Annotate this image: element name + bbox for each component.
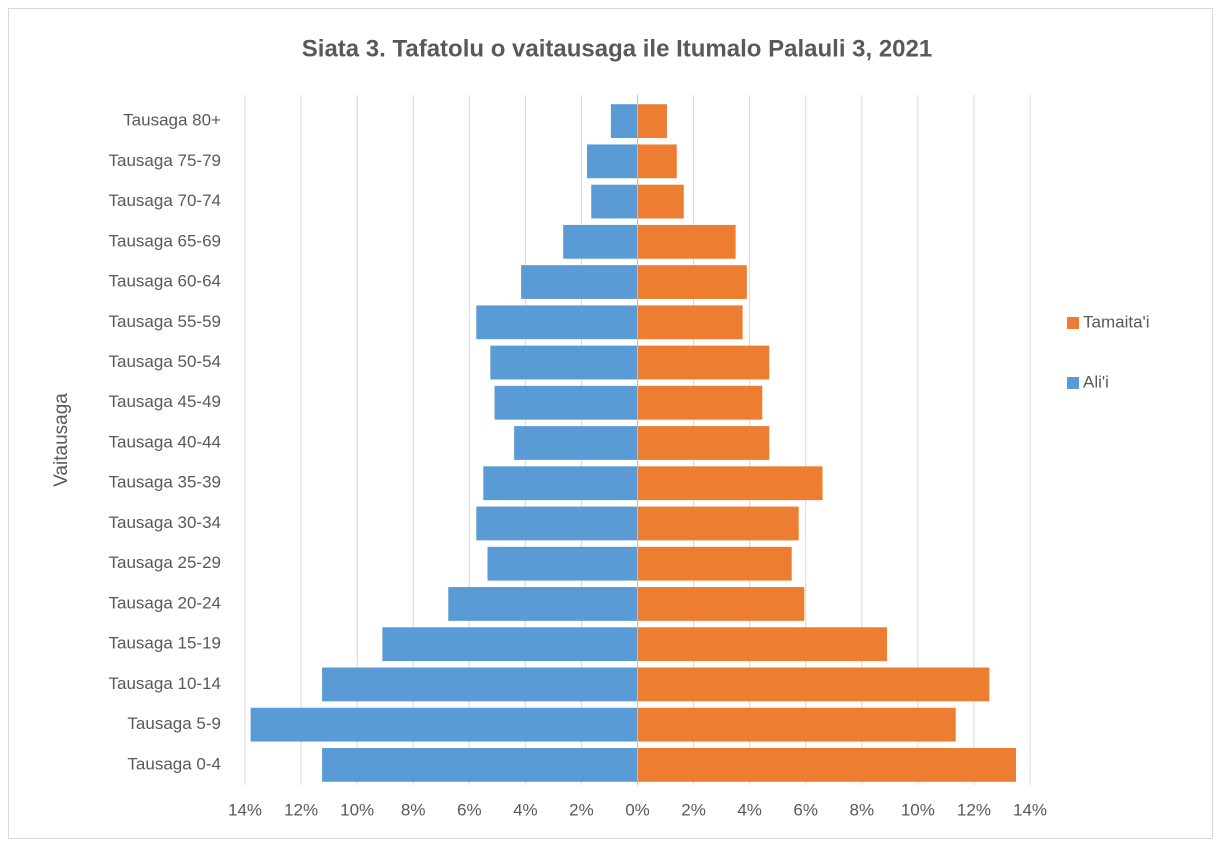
bar	[637, 747, 1016, 782]
y-tick-label: Tausaga 10-14	[109, 674, 221, 693]
bar	[637, 707, 956, 742]
bar	[563, 224, 638, 259]
bar	[637, 466, 823, 501]
bar	[637, 305, 743, 340]
bar	[483, 466, 638, 501]
bar	[637, 627, 888, 662]
x-tick-label: 12%	[284, 800, 318, 819]
bar	[487, 546, 638, 581]
y-tick-label: Tausaga 30-34	[109, 513, 221, 532]
x-tick-label: 8%	[849, 800, 874, 819]
bar	[637, 385, 763, 420]
legend-swatch	[1067, 317, 1079, 329]
bar	[637, 345, 770, 380]
y-tick-label: Tausaga 60-64	[109, 272, 221, 291]
bar	[490, 345, 638, 380]
bar	[587, 144, 638, 179]
legend-label: Tamaita'i	[1083, 312, 1150, 331]
bar	[637, 104, 667, 139]
x-tick-label: 6%	[793, 800, 818, 819]
bar	[494, 385, 638, 420]
y-tick-label: Tausaga 15-19	[109, 634, 221, 653]
x-tick-label: 14%	[1013, 800, 1047, 819]
x-tick-label: 4%	[737, 800, 762, 819]
bar	[637, 667, 990, 702]
legend-swatch	[1067, 377, 1079, 389]
bar	[637, 546, 792, 581]
y-tick-label: Tausaga 75-79	[109, 151, 221, 170]
bar	[610, 104, 638, 139]
y-tick-label: Tausaga 70-74	[109, 191, 221, 210]
x-tick-label: 10%	[340, 800, 374, 819]
y-tick-label: Tausaga 35-39	[109, 473, 221, 492]
y-tick-label: Tausaga 5-9	[127, 714, 221, 733]
y-tick-label: Tausaga 55-59	[109, 312, 221, 331]
y-tick-label: Tausaga 40-44	[109, 432, 221, 451]
y-axis-title: Vaitausaga	[51, 393, 72, 487]
x-tick-label: 2%	[569, 800, 594, 819]
chart-title: Siata 3. Tafatolu o vaitausaga ile Ituma…	[302, 35, 932, 62]
y-tick-label: Tausaga 20-24	[109, 593, 221, 612]
bar	[448, 587, 638, 621]
y-tick-label: Tausaga 45-49	[109, 392, 221, 411]
y-tick-label: Tausaga 0-4	[127, 754, 221, 773]
x-tick-label: 0%	[625, 800, 650, 819]
y-tick-label: Tausaga 25-29	[109, 553, 221, 572]
bar	[591, 184, 638, 219]
x-tick-label: 14%	[228, 800, 262, 819]
x-tick-label: 10%	[901, 800, 935, 819]
bar	[637, 265, 747, 299]
bar	[476, 506, 638, 541]
bar	[476, 305, 638, 340]
y-tick-label: Tausaga 80+	[123, 111, 221, 130]
x-tick-label: 8%	[401, 800, 426, 819]
y-tick-label: Tausaga 50-54	[109, 352, 221, 371]
x-tick-label: 6%	[457, 800, 482, 819]
x-tick-label: 12%	[957, 800, 991, 819]
bar	[637, 224, 736, 259]
bar	[637, 587, 805, 621]
bar	[382, 627, 638, 662]
bar	[637, 144, 677, 179]
y-tick-label: Tausaga 65-69	[109, 231, 221, 250]
bar	[637, 184, 684, 219]
legend-label: Ali'i	[1083, 372, 1109, 391]
bar	[521, 265, 638, 299]
bar	[637, 426, 770, 460]
bar	[637, 506, 799, 541]
bar	[250, 707, 638, 742]
bar	[514, 426, 638, 460]
bar	[322, 747, 638, 782]
x-tick-label: 4%	[513, 800, 538, 819]
x-tick-label: 2%	[681, 800, 706, 819]
bar	[322, 667, 638, 702]
